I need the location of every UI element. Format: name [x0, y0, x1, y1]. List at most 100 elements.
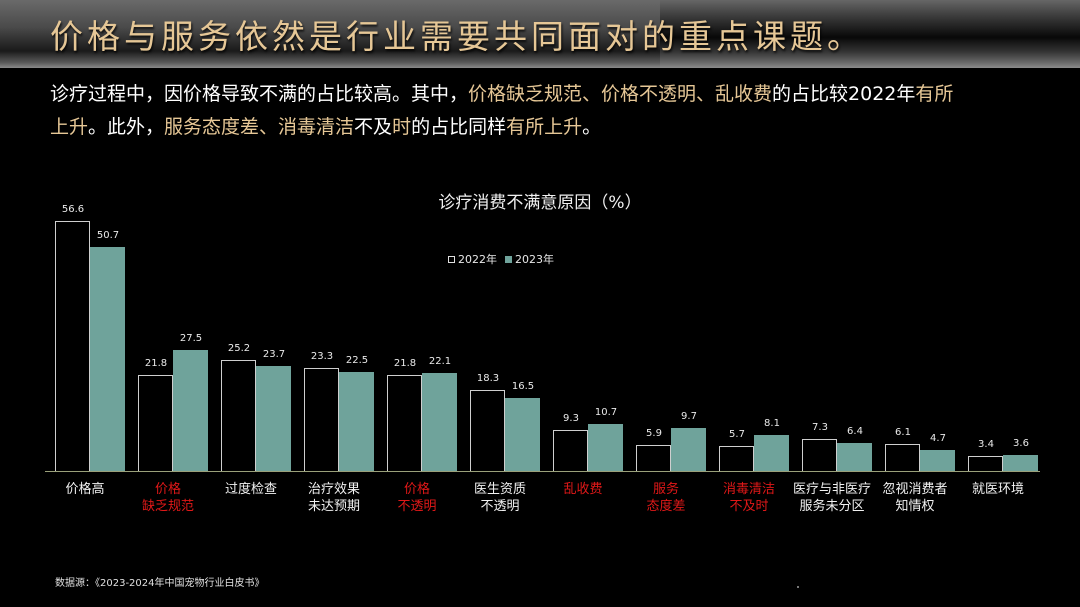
- bar-2023: [339, 371, 374, 471]
- data-label: 21.8: [393, 357, 417, 369]
- category-label: 乱收费: [563, 482, 603, 497]
- data-label: 56.6: [61, 204, 85, 215]
- intro-text-highlight: 有所上升: [506, 116, 583, 138]
- legend-label: 2023年: [515, 253, 554, 266]
- legend-swatch-outline-icon: [448, 255, 455, 263]
- bar-2022: [719, 445, 754, 471]
- bar-2023: [754, 435, 789, 471]
- bar-2023: [422, 373, 457, 471]
- intro-text-plain: 的占比较2022年: [772, 83, 916, 105]
- bar-group: 9.3 10.7: [548, 200, 623, 471]
- page-title: 价格与服务依然是行业需要共同面对的重点课题。: [50, 17, 864, 56]
- bar-2023: [920, 450, 955, 471]
- bar-2022: [221, 359, 256, 471]
- header-banner: 价格与服务依然是行业需要共同面对的重点课题。: [0, 0, 1080, 68]
- data-label: 6.4: [847, 425, 863, 437]
- bar-group: 56.6 50.7: [50, 200, 125, 471]
- data-label: 10.7: [594, 406, 618, 418]
- data-label: 4.7: [930, 433, 946, 445]
- intro-text-highlight: 价格缺乏规范、价格不透明、乱收费: [468, 83, 773, 105]
- data-label: 5.7: [729, 428, 745, 440]
- bar-group: 21.8 27.5: [133, 200, 208, 471]
- data-label: 25.2: [227, 342, 251, 354]
- bar-2023: [1003, 455, 1038, 471]
- data-label: 9.3: [563, 412, 579, 424]
- intro-line-2: 上升。此外，服务态度差、消毒清洁不及时的占比同样有所上升。: [50, 111, 1040, 144]
- category-label: 治疗效果 未达预期: [307, 482, 360, 514]
- data-source-note: 数据源：《2023-2024年中国宠物行业白皮书》: [55, 578, 265, 589]
- category-label: 服务 态度差: [646, 482, 686, 514]
- data-label: 21.8: [144, 357, 168, 369]
- bar-2023: [256, 366, 291, 471]
- bar-2022: [138, 374, 173, 471]
- category-label: 价格 缺乏规范: [141, 482, 194, 514]
- intro-text-plain: 的占比同样: [411, 116, 507, 138]
- legend-item-2022: 2022年: [448, 251, 497, 267]
- category-label: 消毒清洁 不及时: [722, 482, 775, 514]
- intro-text-plain: 诊疗过程中，因价格导致不满的占比较高。其中，: [50, 83, 469, 105]
- bar-group: 21.8 22.1: [382, 200, 457, 471]
- bar-2022: [968, 455, 1003, 471]
- decorative-dot: [797, 586, 799, 588]
- legend-item-2023: 2023年: [505, 251, 554, 267]
- bar-2023: [90, 247, 125, 471]
- category-label: 就医环境: [971, 482, 1024, 497]
- bar-group: 18.3 16.5: [465, 200, 540, 471]
- intro-text-highlight: 有所: [915, 83, 954, 105]
- category-label: 价格 不透明: [397, 482, 437, 514]
- bar-group: 7.3 6.4: [797, 200, 872, 471]
- bar-chart-plot: 56.6 50.7 21.8 27.5 25.2 23.7 23.3 22.5 21.8 22.1…: [45, 200, 1040, 472]
- bar-2022: [636, 444, 671, 471]
- chart-legend: 2022年 2023年: [448, 251, 558, 267]
- bar-2022: [885, 444, 920, 471]
- data-label: 18.3: [476, 373, 500, 385]
- legend-label: 2022年: [458, 253, 497, 266]
- bar-2023: [837, 442, 872, 471]
- intro-text: 诊疗过程中，因价格导致不满的占比较高。其中，价格缺乏规范、价格不透明、乱收费的占…: [50, 78, 1040, 144]
- intro-text-plain: 。此外，: [88, 116, 165, 138]
- legend-swatch-filled-icon: [505, 255, 512, 263]
- bar-group: 5.7 8.1: [714, 200, 789, 471]
- intro-text-highlight: 服务态度差、消毒清洁: [164, 116, 355, 138]
- data-label: 3.4: [978, 438, 994, 450]
- bar-2022: [802, 438, 837, 471]
- category-label: 忽视消费者 知情权: [882, 482, 948, 514]
- x-axis-line: [45, 471, 1040, 472]
- data-label: 22.5: [345, 354, 369, 366]
- bar-2022: [387, 374, 422, 471]
- bar-2023: [588, 423, 623, 471]
- bar-2022: [553, 429, 588, 471]
- intro-text-plain: 。: [582, 116, 602, 138]
- bar-group: 23.3 22.5: [299, 200, 374, 471]
- intro-text-highlight: 上升: [50, 116, 89, 138]
- category-label: 医疗与非医疗 服务未分区: [792, 482, 871, 514]
- data-label: 23.3: [310, 351, 334, 363]
- data-label: 16.5: [511, 381, 535, 393]
- intro-text-highlight: 时: [392, 116, 412, 138]
- data-label: 9.7: [681, 411, 697, 423]
- data-label: 27.5: [179, 332, 203, 344]
- bar-2022: [55, 221, 90, 471]
- intro-text-plain: 不及: [354, 116, 393, 138]
- intro-line-1: 诊疗过程中，因价格导致不满的占比较高。其中，价格缺乏规范、价格不透明、乱收费的占…: [50, 78, 1040, 111]
- data-label: 5.9: [646, 427, 662, 439]
- data-label: 3.6: [1013, 438, 1029, 450]
- bar-group: 3.4 3.6: [963, 200, 1038, 471]
- bar-group: 6.1 4.7: [880, 200, 955, 471]
- data-label: 8.1: [764, 418, 780, 430]
- data-label: 22.1: [428, 356, 452, 368]
- category-label: 价格高: [65, 482, 105, 497]
- chart-title: 诊疗消费不满意原因（%）: [438, 193, 642, 213]
- bar-2022: [304, 368, 339, 471]
- bar-group: 5.9 9.7: [631, 200, 706, 471]
- data-label: 7.3: [812, 421, 828, 433]
- bar-2022: [470, 390, 505, 471]
- bar-2023: [173, 349, 208, 471]
- bar-group: 25.2 23.7: [216, 200, 291, 471]
- category-label: 过度检查: [224, 482, 277, 497]
- data-label: 23.7: [262, 349, 286, 361]
- bar-2023: [671, 428, 706, 471]
- data-label: 50.7: [96, 230, 120, 242]
- data-label: 6.1: [895, 427, 911, 439]
- category-label: 医生资质 不透明: [473, 482, 526, 514]
